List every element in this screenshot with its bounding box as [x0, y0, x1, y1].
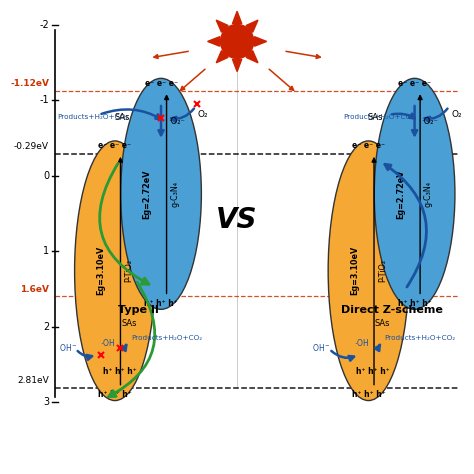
Text: Direct Z-scheme: Direct Z-scheme — [341, 305, 442, 315]
Circle shape — [220, 25, 254, 58]
Text: $\cdot$OH: $\cdot$OH — [100, 337, 116, 348]
FancyArrowPatch shape — [331, 351, 354, 361]
Text: 2.81eV: 2.81eV — [17, 376, 49, 385]
Text: P-TiO₂: P-TiO₂ — [124, 259, 133, 283]
FancyArrowPatch shape — [375, 345, 380, 351]
Text: Products+H₂O+CO₂: Products+H₂O+CO₂ — [131, 335, 202, 341]
Text: O₂: O₂ — [198, 110, 209, 119]
Text: 2: 2 — [43, 321, 49, 331]
Text: -0.29eV: -0.29eV — [14, 142, 49, 151]
FancyArrowPatch shape — [109, 282, 155, 397]
Text: h⁺ h⁺ h⁺: h⁺ h⁺ h⁺ — [352, 391, 385, 400]
Text: e⁻ e⁻ e⁻: e⁻ e⁻ e⁻ — [352, 141, 385, 150]
Text: 1.6eV: 1.6eV — [20, 284, 49, 293]
Text: 3: 3 — [43, 397, 49, 407]
FancyArrowPatch shape — [171, 109, 194, 122]
Text: h⁺ h⁺ h⁺: h⁺ h⁺ h⁺ — [356, 366, 390, 375]
Polygon shape — [216, 51, 228, 63]
Polygon shape — [255, 36, 266, 46]
Text: -1.12eV: -1.12eV — [10, 80, 49, 89]
Text: OH$^-$: OH$^-$ — [59, 342, 78, 353]
Text: O₂: O₂ — [451, 110, 462, 119]
Text: h⁺ h⁺ h⁺: h⁺ h⁺ h⁺ — [144, 299, 178, 308]
Text: h⁺ h⁺ h⁺: h⁺ h⁺ h⁺ — [398, 299, 431, 308]
Text: Eg=2.72eV: Eg=2.72eV — [143, 169, 152, 219]
Text: SAs: SAs — [114, 113, 129, 122]
FancyArrowPatch shape — [78, 351, 92, 360]
Text: Products+H₂O+CO₂: Products+H₂O+CO₂ — [343, 114, 414, 120]
Text: h⁺ h⁺ h⁺: h⁺ h⁺ h⁺ — [98, 391, 132, 400]
Text: P-TiO₂: P-TiO₂ — [378, 259, 387, 283]
Text: e⁻ e⁻ e⁻: e⁻ e⁻ e⁻ — [398, 79, 431, 88]
Text: -1: -1 — [40, 95, 49, 105]
Text: SAs: SAs — [121, 319, 137, 328]
FancyArrowPatch shape — [101, 109, 161, 119]
Ellipse shape — [121, 78, 201, 310]
FancyArrowPatch shape — [425, 109, 447, 122]
Text: ·O₂⁻: ·O₂⁻ — [168, 118, 185, 127]
Polygon shape — [232, 59, 242, 72]
Ellipse shape — [328, 141, 409, 401]
Polygon shape — [246, 20, 258, 32]
Text: g-C₃N₄: g-C₃N₄ — [424, 181, 433, 207]
Text: Products+H₂O+CO₂: Products+H₂O+CO₂ — [384, 335, 456, 341]
Text: h⁺ h⁺ h⁺: h⁺ h⁺ h⁺ — [103, 366, 137, 375]
FancyArrowPatch shape — [100, 164, 149, 284]
Text: Eg=2.72eV: Eg=2.72eV — [396, 169, 405, 219]
Text: -2: -2 — [40, 20, 49, 30]
Polygon shape — [232, 11, 242, 24]
Polygon shape — [208, 36, 220, 46]
Text: Eg=3.10eV: Eg=3.10eV — [350, 246, 359, 295]
Text: 0: 0 — [43, 171, 49, 181]
Polygon shape — [246, 51, 258, 63]
FancyArrowPatch shape — [392, 114, 415, 118]
Polygon shape — [216, 20, 228, 32]
Text: OH$^-$: OH$^-$ — [312, 342, 331, 353]
Text: g-C₃N₄: g-C₃N₄ — [170, 181, 179, 207]
Text: VS: VS — [216, 206, 258, 235]
Text: SAs: SAs — [374, 319, 390, 328]
Text: e⁻ e⁻ e⁻: e⁻ e⁻ e⁻ — [99, 141, 131, 150]
Text: Type II: Type II — [118, 305, 158, 315]
Ellipse shape — [374, 78, 455, 310]
Text: 1: 1 — [43, 246, 49, 256]
Text: $\cdot$OH: $\cdot$OH — [354, 337, 369, 348]
Text: SAs: SAs — [368, 113, 383, 122]
Text: Eg=3.10eV: Eg=3.10eV — [97, 246, 106, 295]
Ellipse shape — [74, 141, 155, 401]
Text: Products+H₂O+CO₂: Products+H₂O+CO₂ — [57, 114, 128, 120]
FancyArrowPatch shape — [385, 164, 427, 287]
FancyArrowPatch shape — [121, 345, 127, 351]
Text: e⁻ e⁻ e⁻: e⁻ e⁻ e⁻ — [145, 79, 178, 88]
Text: ·O₂⁻: ·O₂⁻ — [421, 118, 438, 127]
